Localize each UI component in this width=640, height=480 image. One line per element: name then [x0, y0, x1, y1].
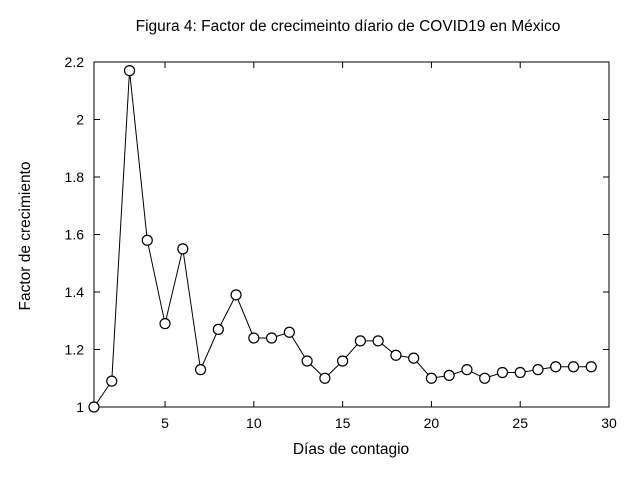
data-point: [283, 326, 295, 338]
x-axis-label: Días de contagio: [293, 441, 409, 458]
data-point: [88, 401, 100, 413]
data-point: [354, 335, 366, 347]
data-point: [514, 366, 526, 379]
data-point: [532, 364, 544, 376]
plot-frame: [93, 61, 610, 408]
data-point: [479, 372, 491, 384]
data-point: [194, 364, 207, 376]
y-tick-label: 1.6: [65, 227, 85, 243]
data-point: [123, 65, 136, 77]
data-point: [141, 234, 153, 246]
data-point: [550, 361, 562, 373]
x-tick-label: 10: [246, 415, 262, 431]
data-point: [337, 355, 349, 367]
y-tick-label: 1.4: [65, 284, 85, 300]
y-tick-label: 1.8: [65, 169, 85, 185]
plot-area: 5 10 15 20 25 30 1 1.2 1.4 1.6 1.8 2 2.2: [65, 54, 617, 431]
x-tick-label: 5: [161, 415, 169, 431]
x-tick-label: 25: [512, 415, 528, 431]
data-point: [585, 361, 597, 373]
data-point: [390, 349, 402, 361]
y-tick-label: 1.2: [65, 342, 85, 358]
y-tick-label: 2: [76, 112, 84, 128]
y-axis-label: Factor de crecimiento: [17, 161, 34, 310]
x-tick-label: 30: [601, 415, 617, 431]
data-point: [372, 335, 384, 347]
data-point: [567, 361, 580, 373]
data-point: [301, 355, 313, 367]
data-point: [408, 352, 420, 364]
data-point: [212, 323, 224, 335]
data-point: [159, 318, 171, 330]
data-point: [106, 375, 118, 387]
data-point: [425, 372, 438, 384]
chart-title: Figura 4: Factor de crecimeinto díario d…: [136, 18, 561, 35]
data-point: [319, 372, 331, 384]
data-point: [265, 332, 278, 344]
data-point: [230, 289, 242, 301]
data-point: [443, 369, 455, 381]
y-tick-label: 2.2: [65, 54, 85, 70]
y-tick-label: 1: [76, 399, 84, 415]
data-point: [248, 332, 260, 344]
x-tick-label: 20: [424, 415, 440, 431]
data-point: [177, 243, 189, 255]
x-tick-label: 15: [335, 415, 351, 431]
data-point: [496, 366, 509, 379]
data-point: [461, 364, 473, 376]
